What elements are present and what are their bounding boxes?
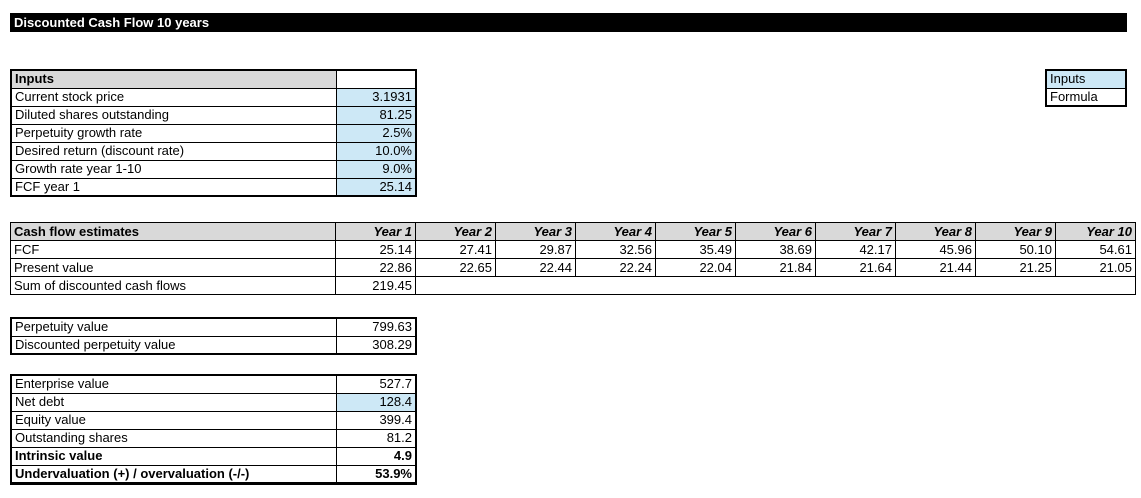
row-label: Desired return (discount rate)	[10, 141, 337, 161]
year-column-header: Year 3	[495, 222, 576, 241]
cash-flow-estimates-table: Cash flow estimates Year 1 Year 2 Year 3…	[10, 222, 1136, 295]
diluted-shares-input-cell[interactable]: 81.25	[335, 105, 417, 125]
sum-row: Sum of discounted cash flows 219.45	[10, 276, 1136, 295]
page-title: Discounted Cash Flow 10 years	[10, 13, 1127, 32]
table-row: Intrinsic value 4.9	[10, 446, 417, 466]
present-value-cell: 21.44	[895, 258, 976, 277]
present-value-cell: 21.84	[735, 258, 816, 277]
table-row: Outstanding shares 81.2	[10, 428, 417, 448]
fcf-value-cell: 27.41	[415, 240, 496, 259]
fcf-value-cell: 29.87	[495, 240, 576, 259]
row-label: Intrinsic value	[10, 446, 337, 466]
cash-flow-table-header: Cash flow estimates	[10, 222, 336, 241]
table-row: Discounted perpetuity value 308.29	[10, 335, 417, 355]
inputs-table-header-empty-cell	[335, 69, 417, 89]
present-value-cell: 21.25	[975, 258, 1056, 277]
outstanding-shares-cell: 81.2	[335, 428, 417, 448]
fcf-value-cell: 45.96	[895, 240, 976, 259]
year-column-header: Year 6	[735, 222, 816, 241]
table-row: Undervaluation (+) / overvaluation (-/-)…	[10, 464, 417, 484]
year-column-header: Year 9	[975, 222, 1056, 241]
present-value-cell: 22.04	[655, 258, 736, 277]
present-value-cell: 21.64	[815, 258, 896, 277]
table-row: FCF year 1 25.14	[10, 177, 417, 197]
perpetuity-value-cell: 799.63	[335, 317, 417, 337]
present-value-cell: 22.86	[335, 258, 416, 277]
undervaluation-cell: 53.9%	[335, 464, 417, 484]
year-column-header: Year 1	[335, 222, 416, 241]
row-label: Growth rate year 1-10	[10, 159, 337, 179]
table-row: Perpetuity value 799.63	[10, 317, 417, 337]
equity-value-cell: 399.4	[335, 410, 417, 430]
row-label: Diluted shares outstanding	[10, 105, 337, 125]
empty-region	[415, 276, 1136, 295]
row-label: Equity value	[10, 410, 337, 430]
legend: Inputs Formula	[1045, 69, 1127, 107]
row-label: Perpetuity growth rate	[10, 123, 337, 143]
intrinsic-value-cell: 4.9	[335, 446, 417, 466]
discount-rate-input-cell[interactable]: 10.0%	[335, 141, 417, 161]
fcf-value-cell: 50.10	[975, 240, 1056, 259]
row-label: Sum of discounted cash flows	[10, 276, 336, 295]
perpetuity-growth-rate-input-cell[interactable]: 2.5%	[335, 123, 417, 143]
fcf-value-cell: 38.69	[735, 240, 816, 259]
fcf-year1-input-cell[interactable]: 25.14	[335, 177, 417, 197]
table-row: Equity value 399.4	[10, 410, 417, 430]
row-label: Present value	[10, 258, 336, 277]
valuation-table: Enterprise value 527.7 Net debt 128.4 Eq…	[10, 374, 417, 485]
row-label: Current stock price	[10, 87, 337, 107]
year-column-header: Year 2	[415, 222, 496, 241]
table-row: Desired return (discount rate) 10.0%	[10, 141, 417, 161]
table-row: Diluted shares outstanding 81.25	[10, 105, 417, 125]
inputs-table-header: Inputs	[10, 69, 337, 89]
year-column-header: Year 8	[895, 222, 976, 241]
table-row: Enterprise value 527.7	[10, 374, 417, 394]
present-value-cell: 22.65	[415, 258, 496, 277]
year-column-header: Year 5	[655, 222, 736, 241]
perpetuity-table: Perpetuity value 799.63 Discounted perpe…	[10, 317, 417, 355]
fcf-value-cell: 25.14	[335, 240, 416, 259]
row-label: Perpetuity value	[10, 317, 337, 337]
table-row: Net debt 128.4	[10, 392, 417, 412]
inputs-table: Inputs Current stock price 3.1931 Dilute…	[10, 69, 417, 197]
fcf-value-cell: 35.49	[655, 240, 736, 259]
table-row: Growth rate year 1-10 9.0%	[10, 159, 417, 179]
fcf-value-cell: 42.17	[815, 240, 896, 259]
row-label: FCF year 1	[10, 177, 337, 197]
enterprise-value-cell: 527.7	[335, 374, 417, 394]
year-column-header: Year 10	[1055, 222, 1136, 241]
fcf-value-cell: 32.56	[575, 240, 656, 259]
net-debt-input-cell[interactable]: 128.4	[335, 392, 417, 412]
row-label: Outstanding shares	[10, 428, 337, 448]
present-value-cell: 21.05	[1055, 258, 1136, 277]
row-label: Net debt	[10, 392, 337, 412]
present-value-cell: 22.24	[575, 258, 656, 277]
current-stock-price-input-cell[interactable]: 3.1931	[335, 87, 417, 107]
year-column-header: Year 7	[815, 222, 896, 241]
table-row: Current stock price 3.1931	[10, 87, 417, 107]
fcf-row: FCF 25.14 27.41 29.87 32.56 35.49 38.69 …	[10, 240, 1136, 259]
year-column-header: Year 4	[575, 222, 656, 241]
fcf-value-cell: 54.61	[1055, 240, 1136, 259]
sum-discounted-cash-flows-cell: 219.45	[335, 276, 416, 295]
present-value-cell: 22.44	[495, 258, 576, 277]
row-label: Undervaluation (+) / overvaluation (-/-)	[10, 464, 337, 484]
legend-formula-swatch: Formula	[1045, 87, 1127, 107]
growth-rate-input-cell[interactable]: 9.0%	[335, 159, 417, 179]
discounted-perpetuity-value-cell: 308.29	[335, 335, 417, 355]
row-label: Discounted perpetuity value	[10, 335, 337, 355]
present-value-row: Present value 22.86 22.65 22.44 22.24 22…	[10, 258, 1136, 277]
cash-flow-header-row: Cash flow estimates Year 1 Year 2 Year 3…	[10, 222, 1136, 241]
legend-inputs-swatch: Inputs	[1045, 69, 1127, 89]
table-row: Perpetuity growth rate 2.5%	[10, 123, 417, 143]
row-label: Enterprise value	[10, 374, 337, 394]
row-label: FCF	[10, 240, 336, 259]
